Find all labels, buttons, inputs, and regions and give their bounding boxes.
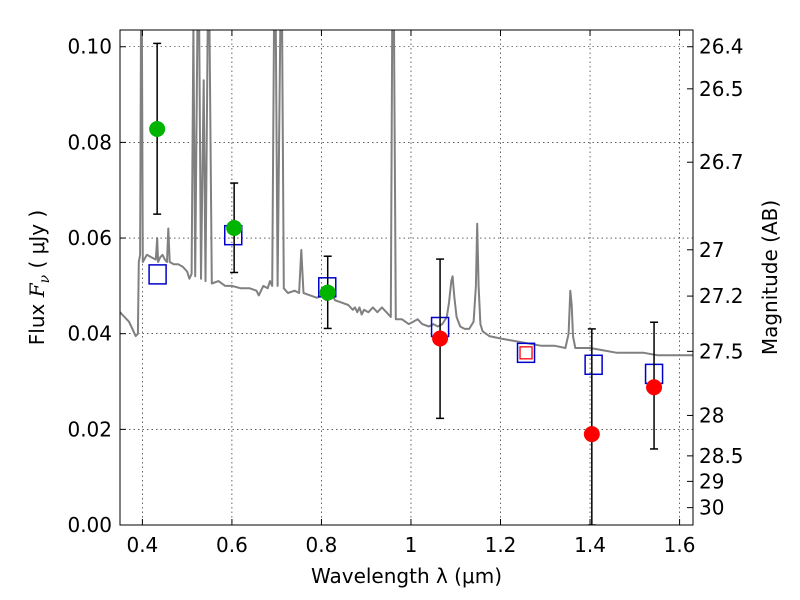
x-tick-label: 1.6 xyxy=(664,533,696,557)
y2-axis-label: Magnitude (AB) xyxy=(758,200,782,355)
y-axis-label-subscript: ν xyxy=(37,274,53,283)
y-axis-label-symbol: F xyxy=(25,282,49,298)
y-tick-label: 0.10 xyxy=(67,35,112,59)
y2-tick-label: 26.5 xyxy=(699,77,744,101)
y2-tick-label: 26.7 xyxy=(699,150,744,174)
y-tick-label: 0.06 xyxy=(67,226,112,250)
model-photometry-square xyxy=(584,354,603,376)
observed-point xyxy=(646,379,663,396)
y2-tick-label: 27 xyxy=(699,238,724,262)
y2-tick-label: 27.5 xyxy=(699,339,744,363)
ticks: 0.4 0.6 0.8 1 1.2 1.4 1.6 0.00 0.02 0.04 0.06 0.08 0… xyxy=(67,30,744,557)
observed-point xyxy=(149,121,166,137)
y2-tick-label: 27.2 xyxy=(699,284,744,308)
y2-tick-label: 28 xyxy=(699,403,724,427)
y2-tick-label: 28.5 xyxy=(699,444,744,468)
y2-tick-label: 26.4 xyxy=(699,35,744,59)
y2-tick-label: 30 xyxy=(699,496,724,520)
y-axis-label-suffix: ( μJy ) xyxy=(25,210,49,275)
observed-point xyxy=(432,330,449,347)
y-tick-label: 0.08 xyxy=(67,130,112,154)
observed-point xyxy=(319,284,336,301)
x-tick-label: 0.6 xyxy=(216,533,248,557)
x-axis-label: Wavelength λ (μm) xyxy=(311,564,502,588)
model-photometry-square xyxy=(148,264,167,285)
observed-point xyxy=(226,220,243,236)
y-tick-label: 0.00 xyxy=(67,513,112,537)
y-axis-label-prefix: Flux xyxy=(25,297,49,345)
y-tick-label: 0.04 xyxy=(67,322,112,346)
j-band-square xyxy=(519,346,533,360)
y2-tick-label: 29 xyxy=(699,469,724,493)
plot-content xyxy=(120,30,693,525)
model-photometry-square xyxy=(516,342,536,364)
y-tick-label: 0.02 xyxy=(67,417,112,441)
y-axis-label: Flux Fν ( μJy ) xyxy=(25,210,53,345)
x-tick-label: 1.2 xyxy=(485,533,517,557)
x-tick-label: 0.4 xyxy=(126,533,158,557)
plot-frame xyxy=(119,29,694,526)
series-group xyxy=(120,30,693,525)
observed-point xyxy=(583,426,600,443)
x-tick-label: 0.8 xyxy=(306,533,338,557)
spectrum-line xyxy=(120,30,693,357)
x-tick-label: 1.4 xyxy=(574,533,606,557)
x-tick-label: 1 xyxy=(405,533,418,557)
